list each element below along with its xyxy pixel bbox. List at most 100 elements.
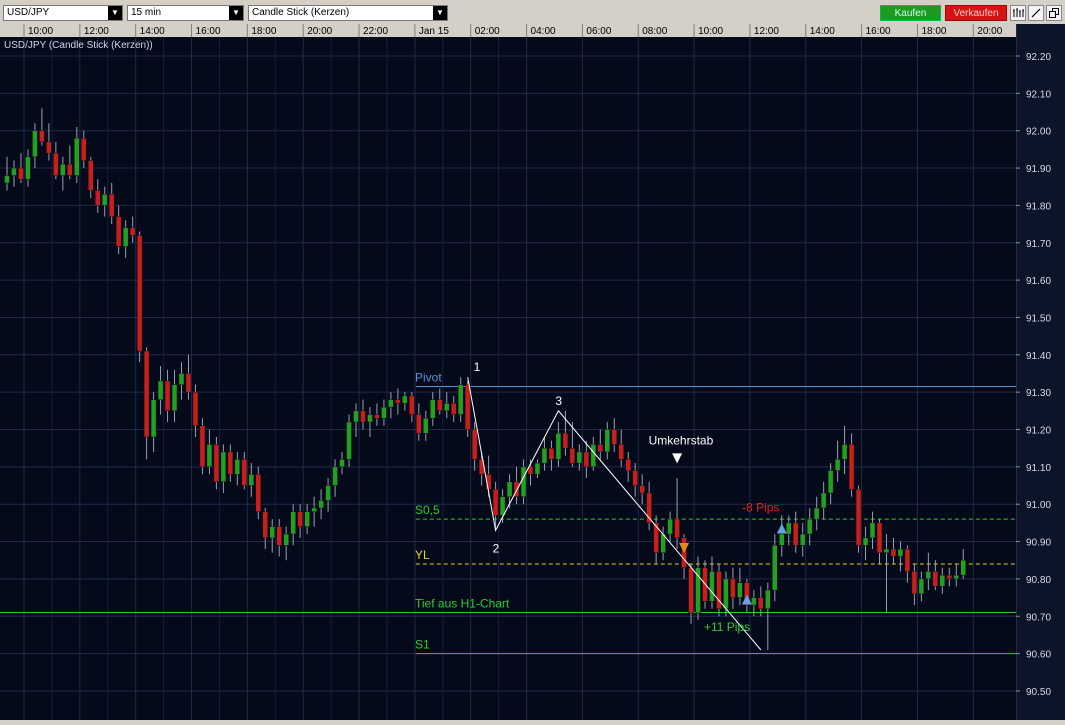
candle-body — [765, 589, 771, 610]
candle-body — [18, 167, 24, 180]
candle-body — [332, 466, 338, 486]
candle-body — [346, 421, 352, 460]
symbol-select[interactable]: USD/JPY ▼ — [3, 5, 123, 21]
price-axis: 92.20 92.10 92.00 91.90 91.80 91.70 91.60 91.50… — [1015, 24, 1065, 720]
candle-body — [269, 526, 275, 539]
candle-body — [541, 447, 548, 464]
chart-background — [0, 37, 1016, 720]
candle-body — [820, 492, 827, 509]
time-tick-label: 02:00 — [475, 26, 500, 37]
candle-body — [890, 548, 897, 557]
candle-body — [799, 533, 806, 546]
candle-body — [185, 373, 192, 393]
time-tick-label: 06:00 — [586, 26, 611, 37]
candle-body — [122, 227, 129, 247]
candle-body — [695, 567, 701, 613]
restore-window-icon[interactable] — [1046, 5, 1062, 21]
candle-body — [367, 414, 373, 423]
candle-body — [11, 167, 17, 176]
time-tick-label: 10:00 — [28, 26, 53, 37]
candle-body — [911, 571, 918, 595]
candle-body — [932, 571, 939, 587]
candle-body — [374, 414, 380, 419]
candle-body — [688, 567, 694, 613]
candle-body — [611, 429, 618, 445]
candle-body — [395, 399, 401, 404]
candle-body — [94, 190, 101, 206]
chevron-down-icon[interactable]: ▼ — [433, 6, 447, 20]
down-arrow-icon — [679, 543, 690, 554]
interval-select[interactable]: 15 min ▼ — [127, 5, 244, 21]
candle-body — [157, 380, 164, 400]
level-label: YL — [415, 548, 430, 562]
candle-body — [834, 459, 841, 471]
candle-body — [67, 164, 73, 176]
candle-body — [276, 526, 282, 546]
time-tick-label: 20:00 — [307, 26, 332, 37]
bar-chart-icon[interactable] — [1010, 5, 1026, 21]
candle-body — [730, 578, 736, 598]
time-tick-label: 14:00 — [810, 26, 835, 37]
down-arrow-icon — [672, 453, 683, 464]
candle-body — [178, 373, 185, 385]
candle-body — [388, 399, 394, 408]
level-label: Pivot — [415, 371, 442, 385]
candle-body — [862, 537, 869, 546]
candle-body — [939, 574, 946, 587]
price-tick-label: 92.10 — [1026, 89, 1051, 100]
chart-annotation: +11 Pips — [704, 620, 750, 634]
candle-body — [46, 141, 52, 154]
chart-annotation: -8 Pips — [742, 501, 779, 515]
candle-body — [625, 459, 631, 471]
candle-body — [855, 489, 862, 546]
buy-button[interactable]: Kaufen — [880, 5, 941, 21]
time-axis-bg — [0, 24, 1016, 37]
price-tick-label: 91.10 — [1026, 463, 1051, 474]
candle-body — [792, 522, 799, 546]
candle-body — [876, 522, 883, 554]
candle-body — [4, 175, 10, 184]
candle-body — [423, 418, 429, 434]
price-tick-label: 91.70 — [1026, 239, 1051, 250]
candle-body — [213, 444, 220, 483]
chevron-down-icon[interactable]: ▼ — [108, 6, 122, 20]
candle-body — [744, 582, 750, 606]
chart-title: USD/JPY (Candle Stick (Kerzen)) — [4, 40, 153, 51]
candle-body — [450, 403, 457, 415]
price-tick-label: 91.50 — [1026, 313, 1051, 324]
candle-body — [813, 507, 820, 520]
chevron-down-icon[interactable]: ▼ — [229, 6, 243, 20]
candle-body — [318, 500, 324, 509]
candle-body — [583, 451, 590, 468]
price-chart[interactable]: USD/JPY (Candle Stick (Kerzen)) Pivot S0,5… — [0, 37, 1016, 720]
chart-type-value: Candle Stick (Kerzen) — [252, 7, 350, 18]
candle-body — [883, 548, 890, 554]
candle-body — [674, 518, 680, 539]
candle-body — [786, 522, 792, 535]
pattern-point-label: 1 — [474, 360, 481, 374]
price-tick-label: 92.20 — [1026, 52, 1051, 63]
candle-body — [632, 470, 638, 486]
candle-body — [827, 470, 834, 494]
candle-body — [81, 137, 87, 161]
candle-body — [290, 511, 296, 535]
candle-body — [604, 429, 611, 453]
candle-body — [115, 216, 122, 247]
candle-body — [485, 474, 492, 490]
candle-body — [646, 492, 652, 524]
candle-body — [772, 545, 778, 591]
candle-body — [618, 444, 624, 460]
candle-body — [457, 384, 464, 415]
price-tick-label: 91.20 — [1026, 426, 1051, 437]
time-tick-label: 18:00 — [251, 26, 276, 37]
chart-type-select[interactable]: Candle Stick (Kerzen) ▼ — [248, 5, 448, 21]
level-label: S0,5 — [415, 503, 440, 517]
sell-button[interactable]: Verkaufen — [945, 5, 1007, 21]
candle-body — [234, 459, 241, 475]
time-tick-label: 16:00 — [866, 26, 891, 37]
pencil-icon[interactable] — [1028, 5, 1044, 21]
up-arrow-icon — [741, 594, 752, 605]
time-tick-label: 14:00 — [140, 26, 165, 37]
interval-value: 15 min — [131, 7, 162, 18]
candle-body — [402, 395, 408, 404]
